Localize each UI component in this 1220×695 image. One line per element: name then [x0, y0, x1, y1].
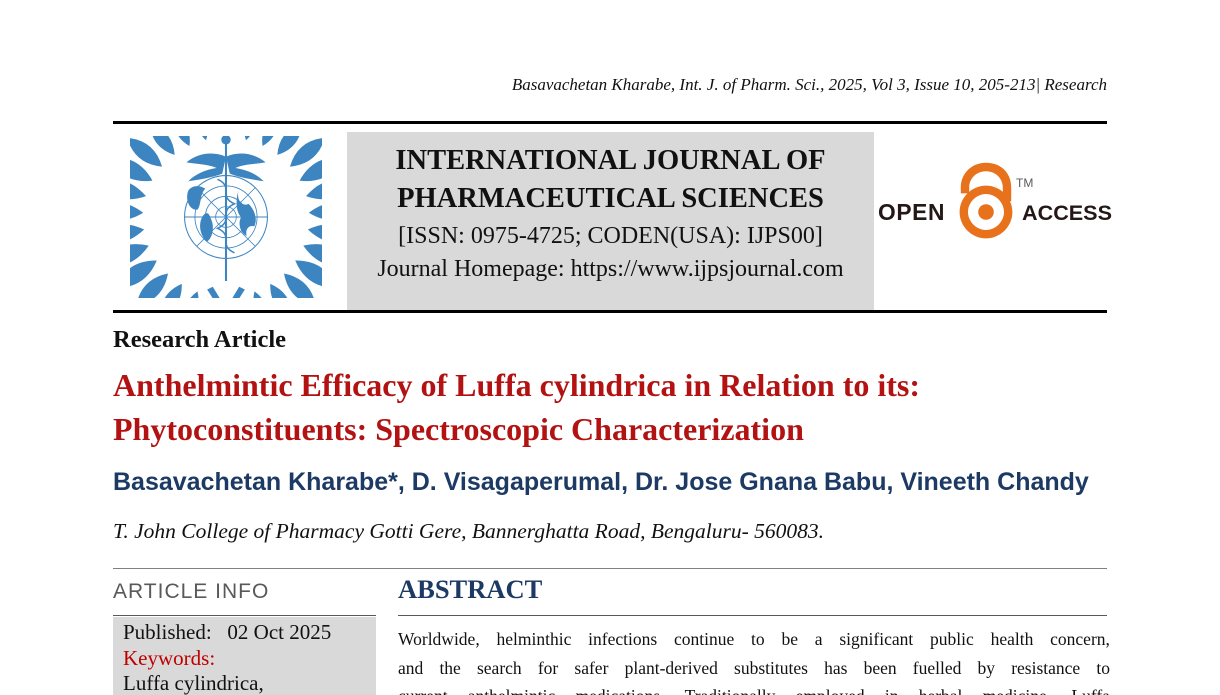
svg-text:TM: TM: [1016, 176, 1033, 190]
svg-text:ACCESS: ACCESS: [1022, 200, 1112, 225]
svg-text:OPEN: OPEN: [878, 199, 945, 225]
